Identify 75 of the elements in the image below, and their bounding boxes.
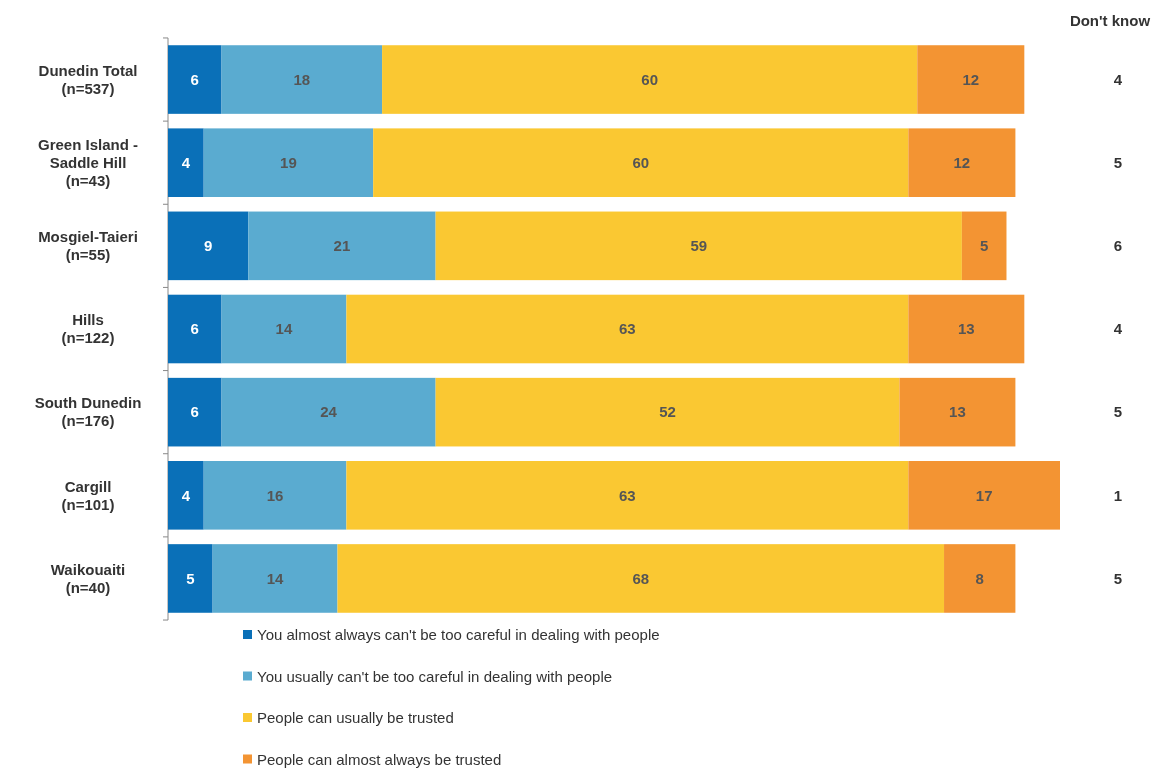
data-label: 14 bbox=[266, 569, 285, 587]
bar bbox=[346, 294, 909, 364]
bar bbox=[908, 461, 1060, 530]
data-label: 13 bbox=[949, 403, 966, 421]
bar bbox=[221, 377, 436, 447]
bar bbox=[203, 128, 374, 197]
bar bbox=[382, 45, 918, 114]
y-tick-label: Green Island - Saddle Hill (n=43) bbox=[37, 135, 139, 189]
bar bbox=[961, 211, 1007, 281]
data-label: 21 bbox=[333, 237, 351, 255]
y-tick-label: Cargill (n=101) bbox=[61, 477, 115, 513]
bar bbox=[944, 544, 1016, 613]
data-label: 52 bbox=[659, 403, 676, 421]
data-label: 12 bbox=[962, 70, 980, 88]
data-label: 6 bbox=[190, 70, 199, 88]
data-label: 59 bbox=[690, 237, 708, 255]
data-label: 63 bbox=[619, 320, 636, 338]
y-tick-label: Dunedin Total (n=537) bbox=[38, 61, 138, 97]
bar bbox=[908, 294, 1025, 364]
text: 5 bbox=[1113, 153, 1123, 171]
bar bbox=[221, 294, 347, 364]
legend-label: You usually can't be too careful in dealing with people bbox=[257, 667, 613, 685]
bar bbox=[212, 544, 338, 613]
text: 1 bbox=[1113, 486, 1123, 504]
data-label: 9 bbox=[203, 237, 213, 255]
legend-label: People can usually be trusted bbox=[257, 709, 454, 727]
data-label: 13 bbox=[958, 320, 975, 338]
text: 6 bbox=[1113, 237, 1123, 255]
bar bbox=[168, 211, 249, 281]
data-label: 60 bbox=[632, 153, 650, 171]
y-tick-label: Hills (n=122) bbox=[61, 311, 115, 347]
y-tick-label: Mosgiel-Taieri (n=55) bbox=[38, 228, 138, 264]
bar bbox=[248, 211, 436, 281]
bar bbox=[917, 45, 1025, 114]
data-label: 6 bbox=[190, 403, 199, 421]
text: Don't know bbox=[1069, 12, 1151, 29]
data-label: 18 bbox=[293, 70, 311, 88]
data-label: 19 bbox=[280, 153, 297, 171]
bar bbox=[168, 461, 204, 530]
y-tick-label: South Dunedin (n=176) bbox=[34, 394, 142, 430]
text: 4 bbox=[1113, 70, 1123, 88]
data-label: 16 bbox=[266, 486, 284, 504]
bar bbox=[168, 128, 204, 197]
bar bbox=[221, 45, 383, 114]
bar bbox=[337, 544, 945, 613]
data-label: 14 bbox=[275, 320, 293, 338]
data-label: 8 bbox=[975, 569, 984, 587]
bar bbox=[168, 544, 213, 613]
data-label: 63 bbox=[619, 486, 636, 504]
legend-label: You almost always can't be too careful in dealing with people bbox=[257, 626, 660, 644]
bar bbox=[899, 377, 1016, 447]
text: 4 bbox=[1113, 320, 1123, 338]
bar bbox=[203, 461, 347, 530]
text: 5 bbox=[1113, 403, 1123, 421]
data-label: 4 bbox=[181, 486, 191, 504]
data-label: 68 bbox=[632, 569, 650, 587]
data-label: 5 bbox=[186, 569, 195, 587]
data-label: 6 bbox=[190, 320, 199, 338]
bar bbox=[168, 377, 222, 447]
bar bbox=[908, 128, 1016, 197]
bar bbox=[346, 461, 909, 530]
bar bbox=[435, 211, 962, 281]
data-label: 24 bbox=[320, 403, 338, 421]
data-label: 4 bbox=[181, 153, 191, 171]
y-tick-label: Waikouaiti (n=40) bbox=[50, 560, 126, 596]
data-label: 5 bbox=[980, 237, 989, 255]
data-label: 60 bbox=[641, 70, 659, 88]
data-label: 12 bbox=[953, 153, 971, 171]
legend-label: People can almost always be trusted bbox=[257, 750, 502, 768]
bar bbox=[373, 128, 909, 197]
bar bbox=[168, 294, 222, 364]
bar bbox=[435, 377, 900, 447]
data-label: 17 bbox=[975, 486, 993, 504]
text: 5 bbox=[1113, 569, 1123, 587]
bar bbox=[168, 45, 222, 114]
